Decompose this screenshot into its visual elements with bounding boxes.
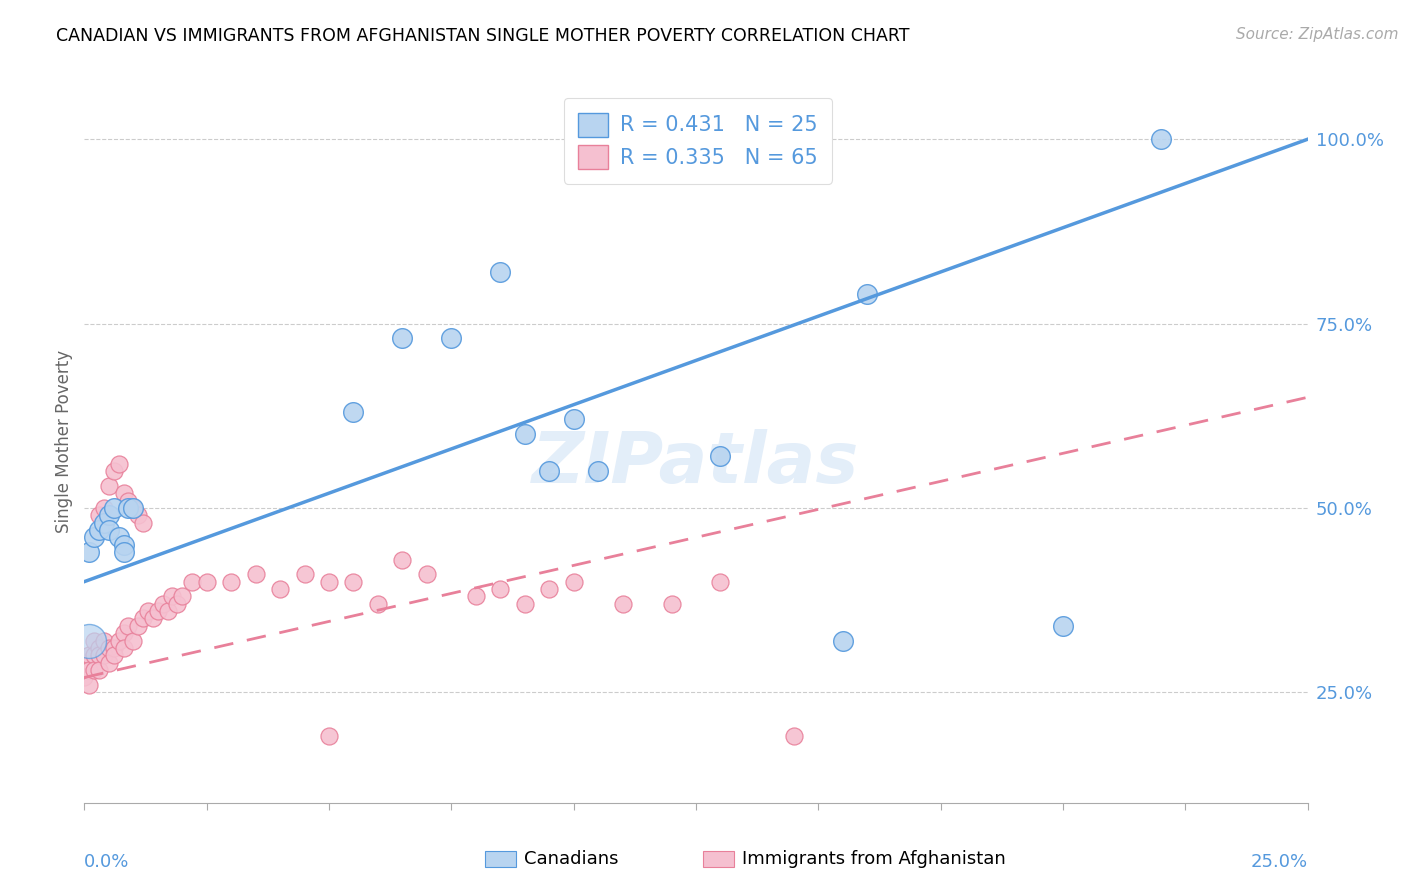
Point bbox=[87, 508, 110, 523]
Point bbox=[103, 648, 125, 663]
Point bbox=[391, 331, 413, 345]
Point bbox=[318, 574, 340, 589]
Point bbox=[195, 574, 218, 589]
Point bbox=[97, 479, 120, 493]
Point bbox=[318, 730, 340, 744]
Point bbox=[83, 648, 105, 663]
Point bbox=[245, 567, 267, 582]
Point bbox=[342, 574, 364, 589]
Point bbox=[87, 523, 110, 537]
Point bbox=[709, 574, 731, 589]
Point bbox=[87, 648, 110, 663]
Point bbox=[367, 597, 389, 611]
Text: Immigrants from Afghanistan: Immigrants from Afghanistan bbox=[742, 850, 1007, 868]
Point bbox=[97, 640, 120, 655]
Point bbox=[77, 648, 100, 663]
Point bbox=[142, 611, 165, 625]
Point bbox=[709, 450, 731, 464]
Point bbox=[83, 530, 105, 544]
Point bbox=[562, 412, 585, 426]
Point bbox=[103, 640, 125, 655]
Point bbox=[152, 597, 174, 611]
Point bbox=[83, 663, 105, 677]
Point bbox=[107, 633, 129, 648]
Point bbox=[172, 590, 194, 604]
Text: 25.0%: 25.0% bbox=[1250, 854, 1308, 871]
Point bbox=[97, 656, 120, 670]
Text: Source: ZipAtlas.com: Source: ZipAtlas.com bbox=[1236, 27, 1399, 42]
Point bbox=[661, 597, 683, 611]
Y-axis label: Single Mother Poverty: Single Mother Poverty bbox=[55, 350, 73, 533]
Text: ZIPatlas: ZIPatlas bbox=[533, 429, 859, 498]
Point bbox=[562, 574, 585, 589]
Point bbox=[416, 567, 439, 582]
Point bbox=[489, 582, 512, 596]
Point bbox=[136, 604, 159, 618]
Point bbox=[127, 508, 149, 523]
Point bbox=[87, 663, 110, 677]
Point bbox=[132, 611, 155, 625]
Point bbox=[489, 265, 512, 279]
Point bbox=[83, 633, 105, 648]
Text: Canadians: Canadians bbox=[524, 850, 619, 868]
Point bbox=[181, 574, 204, 589]
Point bbox=[112, 640, 135, 655]
Point bbox=[612, 597, 634, 611]
Point bbox=[856, 287, 879, 301]
Point bbox=[97, 508, 120, 523]
Point bbox=[77, 663, 100, 677]
Point bbox=[97, 523, 120, 537]
Point bbox=[93, 648, 115, 663]
Point bbox=[513, 427, 536, 442]
Point bbox=[269, 582, 291, 596]
Point bbox=[1052, 619, 1074, 633]
Point bbox=[107, 530, 129, 544]
Point bbox=[112, 545, 135, 559]
Point bbox=[122, 500, 145, 515]
Point bbox=[831, 633, 853, 648]
Point bbox=[783, 730, 806, 744]
Point bbox=[391, 552, 413, 566]
Point bbox=[112, 626, 135, 640]
Point bbox=[122, 633, 145, 648]
Point bbox=[156, 604, 179, 618]
Point bbox=[77, 633, 100, 648]
Point bbox=[342, 405, 364, 419]
Point bbox=[73, 656, 96, 670]
Point bbox=[103, 464, 125, 478]
Point bbox=[440, 331, 463, 345]
Point bbox=[538, 582, 561, 596]
Point bbox=[93, 516, 115, 530]
Point bbox=[103, 500, 125, 515]
Legend: R = 0.431   N = 25, R = 0.335   N = 65: R = 0.431 N = 25, R = 0.335 N = 65 bbox=[564, 98, 832, 184]
Text: 0.0%: 0.0% bbox=[84, 854, 129, 871]
Point bbox=[112, 486, 135, 500]
Point bbox=[1150, 132, 1173, 146]
Point bbox=[538, 464, 561, 478]
Point bbox=[93, 633, 115, 648]
Point bbox=[162, 590, 184, 604]
Point bbox=[117, 500, 139, 515]
Point bbox=[117, 493, 139, 508]
Point bbox=[294, 567, 316, 582]
Point bbox=[77, 545, 100, 559]
Text: CANADIAN VS IMMIGRANTS FROM AFGHANISTAN SINGLE MOTHER POVERTY CORRELATION CHART: CANADIAN VS IMMIGRANTS FROM AFGHANISTAN … bbox=[56, 27, 910, 45]
Point bbox=[112, 538, 135, 552]
Point bbox=[586, 464, 609, 478]
Point bbox=[127, 619, 149, 633]
Point bbox=[132, 516, 155, 530]
Point bbox=[219, 574, 242, 589]
Point bbox=[93, 500, 115, 515]
Point bbox=[513, 597, 536, 611]
Point bbox=[87, 640, 110, 655]
Point bbox=[464, 590, 486, 604]
Point bbox=[166, 597, 188, 611]
Point bbox=[122, 500, 145, 515]
Point bbox=[107, 457, 129, 471]
Point bbox=[77, 678, 100, 692]
Point bbox=[146, 604, 169, 618]
Point bbox=[73, 670, 96, 684]
Point bbox=[117, 619, 139, 633]
